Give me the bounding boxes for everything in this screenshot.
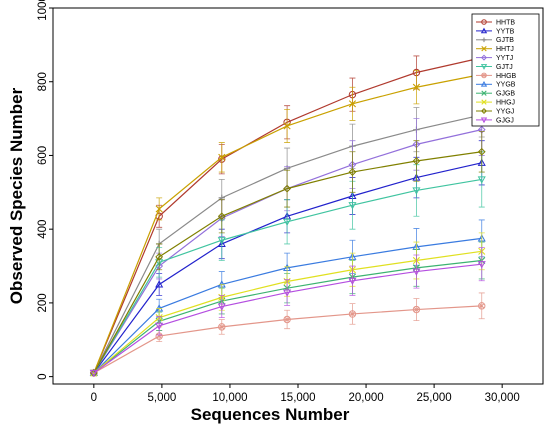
data-point xyxy=(348,168,357,176)
x-tick-label: 20,000 xyxy=(348,392,383,404)
x-axis-title: Sequences Number xyxy=(191,405,350,424)
data-point xyxy=(218,323,226,331)
data-point xyxy=(480,80,488,87)
legend-label: HHTB xyxy=(496,19,515,26)
y-tick-label: 800 xyxy=(37,72,49,91)
y-tick-label: 200 xyxy=(37,293,49,312)
data-point xyxy=(478,302,486,310)
data-point xyxy=(348,277,357,286)
y-tick-label: 1000 xyxy=(37,0,49,21)
legend-item: YYGJ xyxy=(476,107,514,115)
data-point xyxy=(348,100,357,108)
plot-frame xyxy=(52,7,544,385)
data-point xyxy=(217,303,226,311)
data-point xyxy=(412,83,421,91)
data-point xyxy=(155,205,163,213)
legend-label: GJGB xyxy=(496,91,515,98)
data-point xyxy=(481,46,487,52)
legend-item: YYGB xyxy=(476,80,516,89)
data-point xyxy=(481,37,487,43)
data-point xyxy=(155,252,164,261)
x-tick-label: 5,000 xyxy=(147,392,176,404)
data-point xyxy=(412,157,421,165)
legend-label: YYGB xyxy=(496,82,516,89)
legend-label: GJTJ xyxy=(496,64,513,71)
x-tick-label: 30,000 xyxy=(485,392,520,404)
data-point xyxy=(481,19,487,25)
y-tick-label: 0 xyxy=(37,373,49,379)
x-tick-label: 0 xyxy=(91,392,97,404)
series-yygj xyxy=(89,131,486,377)
data-point xyxy=(348,202,357,210)
legend-item: GJGB xyxy=(476,90,515,98)
data-point xyxy=(89,369,98,378)
x-tick-label: 25,000 xyxy=(417,392,452,404)
data-point xyxy=(217,212,226,221)
data-point xyxy=(155,280,164,288)
series-group xyxy=(89,40,486,378)
ticks: 0 5,000 10,000 15,000 20,000 25,000 30,000 0 200… xyxy=(37,0,520,404)
legend-item: YYTB xyxy=(476,27,515,35)
data-point xyxy=(477,176,486,184)
data-point xyxy=(283,218,292,227)
legend-item: GJTJ xyxy=(476,64,513,71)
error-bar xyxy=(478,247,485,282)
legend-label: HHGJ xyxy=(496,100,515,107)
data-point xyxy=(481,72,487,79)
data-point xyxy=(412,305,421,314)
data-point xyxy=(480,54,488,61)
series-hhgj xyxy=(90,232,486,377)
y-tick-label: 600 xyxy=(37,146,49,165)
legend-label: YYTJ xyxy=(496,55,513,62)
series-hhtj xyxy=(90,57,486,377)
series-line xyxy=(93,151,482,374)
legend-label: GJTB xyxy=(496,37,514,44)
data-point xyxy=(283,122,291,130)
y-axis-title: Observed Species Number xyxy=(7,87,26,304)
axes xyxy=(52,7,544,385)
legend-item: GJGJ xyxy=(476,117,514,124)
legend-item: HHGB xyxy=(476,72,517,80)
series-gjgj xyxy=(89,247,486,378)
legend-label: HHTJ xyxy=(496,46,514,53)
data-point xyxy=(283,289,292,297)
x-tick-label: 10,000 xyxy=(212,392,247,404)
data-point xyxy=(155,322,164,330)
error-bar xyxy=(478,131,485,173)
series-gjtb xyxy=(90,92,485,377)
legend-label: GJGJ xyxy=(496,117,514,124)
series-yytb xyxy=(89,140,486,377)
legend-label: HHGB xyxy=(496,73,517,80)
data-point xyxy=(348,310,357,318)
data-point xyxy=(283,315,291,324)
legend-label: YYGJ xyxy=(496,108,514,115)
data-point xyxy=(477,261,486,269)
data-point xyxy=(481,90,487,96)
data-point xyxy=(481,99,487,105)
data-point xyxy=(480,27,488,34)
legend-item: HHTB xyxy=(476,19,515,26)
legend-label: YYTB xyxy=(496,28,515,35)
legend: HHTB YYTB GJTB HHTJ YYTJ GJTJ HHGB YYGB GJGB HHGJ… xyxy=(471,13,540,127)
legend-item: HHTJ xyxy=(476,46,514,53)
data-point xyxy=(283,184,292,193)
data-point xyxy=(480,107,488,115)
legend-item: GJTB xyxy=(476,37,514,44)
x-tick-label: 15,000 xyxy=(280,392,315,404)
series-line xyxy=(93,263,482,374)
data-point xyxy=(218,153,226,161)
data-point xyxy=(480,64,488,70)
data-point xyxy=(412,268,421,276)
data-point xyxy=(480,117,488,124)
data-point xyxy=(477,147,486,156)
y-tick-label: 400 xyxy=(37,220,49,239)
legend-item: YYTJ xyxy=(476,54,513,62)
legend-item: HHGJ xyxy=(476,99,515,107)
data-point xyxy=(412,187,421,195)
data-point xyxy=(217,237,226,245)
series-line xyxy=(93,178,482,374)
series-line xyxy=(93,57,482,374)
